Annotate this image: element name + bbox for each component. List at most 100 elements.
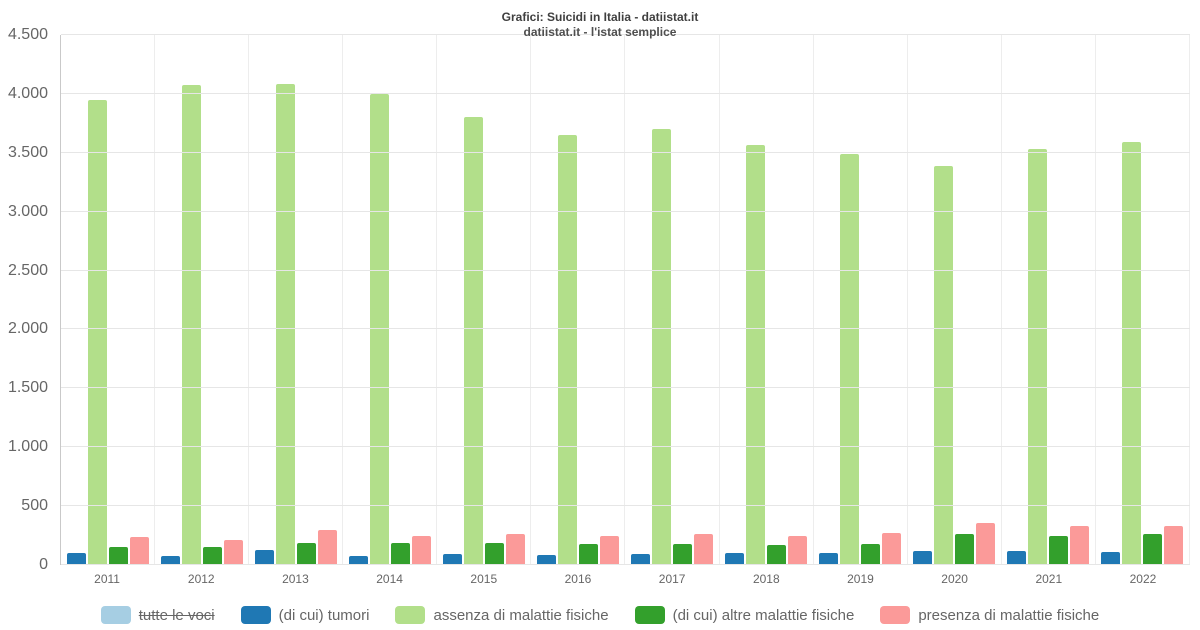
chart-header: Grafici: Suicidi in Italia - datiistat.i… [0,10,1200,40]
y-tick-label: 0 [39,556,48,573]
legend-swatch [634,606,665,624]
bar [1007,550,1027,565]
bar [223,539,243,565]
bar [1164,525,1184,565]
legend-label: (di cui) tumori [278,606,370,624]
legend-item-0[interactable]: tutte le voci [100,606,215,624]
legend-item-3[interactable]: (di cui) altre malattie fisiche [634,606,854,624]
y-tick-label: 500 [21,497,48,515]
gridline [61,210,1190,212]
y-tick-label: 2.500 [7,261,48,279]
legend-swatch [240,606,271,624]
bar [767,544,787,565]
bar [296,542,316,565]
x-tick-label: 2015 [470,572,498,586]
bar-group-2012 [155,35,250,565]
bar-group-2013 [249,35,344,565]
bar [129,537,149,565]
gridline [61,328,1190,330]
bar [254,550,274,565]
bar [819,552,839,565]
chart-title: Grafici: Suicidi in Italia - datiistat.i… [501,10,699,24]
gridline [61,505,1190,507]
bar [411,536,431,565]
bar-group-2021 [1002,35,1096,565]
bar [861,543,881,565]
bar [934,165,954,565]
bar [87,99,107,565]
bar [673,543,692,565]
y-tick-label: 2.000 [7,320,48,338]
bar [1028,149,1048,565]
legend-item-4[interactable]: presenza di malattie fisiche [880,606,1099,624]
gridline [61,34,1190,35]
bar [390,543,410,565]
x-tick-label: 2020 [941,572,968,586]
legend: tutte le voci (di cui) tumori assenza di m… [0,606,1200,624]
bar [599,535,619,565]
bar-group-2017 [625,35,720,565]
bar [442,553,462,565]
bar [1101,552,1121,565]
bar [66,553,86,565]
gridline [61,564,1190,565]
bar [202,547,222,565]
bar [652,129,671,565]
bar [348,555,368,565]
bar [694,534,713,565]
bar-group-2020 [908,35,1002,565]
x-tick-label: 2021 [1035,572,1063,586]
bar [160,555,180,565]
y-tick-label: 4.500 [7,26,48,43]
plot-area [60,34,1190,565]
bar [882,533,902,565]
bar [505,533,525,565]
x-tick-label: 2019 [847,572,874,586]
x-axis: 2011 2012 2013 2014 2015 2016 2017 2018 2019 2020… [60,572,1190,588]
legend-label: presenza di malattie fisiche [918,606,1100,624]
bar [976,523,996,565]
bar [840,153,860,565]
x-tick-label: 2017 [658,572,686,586]
bar [955,533,975,565]
bar [746,144,766,565]
gridline [61,269,1190,271]
legend-swatch [880,606,911,624]
bar [536,555,556,565]
bar [181,85,201,565]
legend-label: assenza di malattie fisiche [433,606,609,624]
x-tick-label: 2018 [752,572,780,586]
bar [557,135,577,565]
gridline [61,387,1190,389]
legend-item-2[interactable]: assenza di malattie fisiche [395,606,609,624]
bar [631,553,650,565]
x-tick-label: 2022 [1129,572,1157,586]
x-tick-label: 2012 [187,572,215,586]
bar-group-2016 [531,35,626,565]
bar [484,543,504,565]
legend-item-1[interactable]: (di cui) tumori [240,606,370,624]
bar [578,544,598,565]
y-tick-label: 4.000 [7,84,48,102]
gridline [61,151,1190,153]
legend-swatch [100,606,131,624]
bar-group-2019 [814,35,908,565]
y-axis: 0 500 1.000 1.500 2.000 2.500 3.000 3.500 4.000 4… [0,26,56,573]
bar [1143,534,1163,565]
legend-label: tutte le voci [138,606,215,624]
bar [317,530,337,565]
bar-group-2022 [1096,35,1190,565]
bar [1049,536,1069,565]
bar-group-2011 [61,35,156,565]
bar-group-2018 [720,35,814,565]
y-tick-label: 1.000 [7,438,48,456]
gridline [61,92,1190,94]
x-tick-label: 2013 [282,572,309,586]
gridline [61,446,1190,448]
chart-subtitle: datiistat.it - l'istat semplice [523,25,677,39]
bar [1122,141,1142,565]
bar [1070,525,1090,565]
x-tick-label: 2014 [376,572,403,586]
bar [788,535,808,565]
